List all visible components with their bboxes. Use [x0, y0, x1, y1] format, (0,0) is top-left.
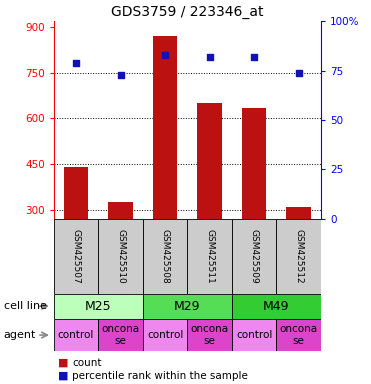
Text: M29: M29 [174, 300, 201, 313]
Text: GSM425510: GSM425510 [116, 229, 125, 284]
Bar [232, 294, 321, 319]
Bar [153, 36, 177, 219]
Point [73, 60, 79, 66]
Text: percentile rank within the sample: percentile rank within the sample [72, 371, 248, 381]
Point [251, 54, 257, 60]
Bar [187, 319, 232, 351]
Point [296, 70, 302, 76]
Bar [143, 219, 187, 294]
Bar [143, 294, 232, 319]
Bar [187, 219, 232, 294]
Bar [54, 319, 98, 351]
Bar [98, 219, 143, 294]
Bar [197, 103, 222, 219]
Bar [54, 219, 98, 294]
Text: oncona
se: oncona se [191, 324, 229, 346]
Text: control: control [236, 330, 272, 340]
Title: GDS3759 / 223346_at: GDS3759 / 223346_at [111, 5, 264, 19]
Text: cell line: cell line [4, 301, 47, 311]
Text: GSM425508: GSM425508 [161, 229, 170, 284]
Point [118, 71, 124, 78]
Bar [232, 219, 276, 294]
Bar [54, 294, 143, 319]
Text: ■: ■ [58, 358, 68, 368]
Point [162, 52, 168, 58]
Text: oncona
se: oncona se [102, 324, 139, 346]
Text: oncona
se: oncona se [280, 324, 318, 346]
Text: M49: M49 [263, 300, 290, 313]
Bar [108, 202, 133, 219]
Text: agent: agent [4, 330, 36, 340]
Bar [232, 319, 276, 351]
Bar [276, 219, 321, 294]
Bar [286, 207, 311, 219]
Text: ■: ■ [58, 371, 68, 381]
Text: control: control [58, 330, 94, 340]
Text: GSM425507: GSM425507 [72, 229, 81, 284]
Text: M25: M25 [85, 300, 112, 313]
Bar [242, 108, 266, 219]
Bar [64, 167, 88, 219]
Text: GSM425512: GSM425512 [294, 229, 303, 284]
Point [207, 54, 213, 60]
Text: GSM425511: GSM425511 [205, 229, 214, 284]
Text: GSM425509: GSM425509 [250, 229, 259, 284]
Bar [143, 319, 187, 351]
Bar [276, 319, 321, 351]
Text: control: control [147, 330, 183, 340]
Text: count: count [72, 358, 102, 368]
Bar [98, 319, 143, 351]
